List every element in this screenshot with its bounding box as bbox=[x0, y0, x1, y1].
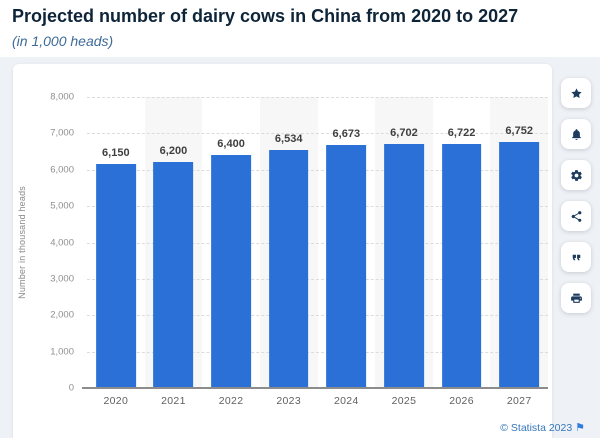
copyright-text: © Statista 2023 bbox=[500, 422, 573, 434]
bar-value-2020: 6,150 bbox=[102, 147, 130, 160]
gridline-3000 bbox=[87, 278, 548, 280]
bar-column-2022: 6,400 bbox=[202, 97, 260, 388]
gridline-5000 bbox=[87, 206, 548, 208]
x-tick-2020: 2020 bbox=[103, 395, 129, 407]
share-button[interactable] bbox=[561, 201, 591, 231]
notification-button[interactable] bbox=[561, 119, 591, 149]
gridline-8000 bbox=[87, 97, 548, 98]
y-tick-6000: 6,000 bbox=[50, 164, 74, 176]
bell-icon bbox=[571, 128, 581, 140]
bar-column-2027: 6,752 bbox=[490, 97, 548, 388]
bar-2021[interactable] bbox=[153, 162, 194, 388]
gridline-1000 bbox=[87, 351, 548, 353]
flag-icon: ⚑ bbox=[575, 422, 585, 434]
y-tick-7000: 7,000 bbox=[50, 127, 74, 139]
chart-title: Projected number of dairy cows in China … bbox=[12, 6, 519, 26]
x-axis-labels: 2020 2021 2022 2023 2024 2025 2026 2027 bbox=[87, 395, 548, 407]
plot-area: 6,150 6,200 6,400 6,534 6,673 6,702 6,722 6,752 bbox=[82, 97, 548, 389]
bar-2023[interactable] bbox=[268, 150, 309, 388]
bar-2027[interactable] bbox=[499, 142, 540, 388]
bar-column-2023: 6,534 bbox=[259, 97, 318, 388]
citation-button[interactable] bbox=[561, 242, 591, 272]
bar-value-2026: 6,722 bbox=[447, 126, 476, 139]
chart-card: Number in thousand heads 0 1,000 2,000 3,00… bbox=[13, 64, 552, 438]
bar-2025[interactable] bbox=[384, 144, 424, 388]
bar-2022[interactable] bbox=[211, 155, 251, 388]
printer-icon bbox=[570, 293, 582, 303]
action-sidebar bbox=[561, 78, 591, 313]
chart-header: Projected number of dairy cows in China … bbox=[0, 0, 600, 57]
bar-value-2021: 6,200 bbox=[159, 145, 188, 158]
y-tick-2000: 2,000 bbox=[50, 309, 74, 321]
y-tick-1000: 1,000 bbox=[50, 346, 74, 358]
bar-2020[interactable] bbox=[95, 164, 136, 388]
print-button[interactable] bbox=[561, 283, 591, 313]
x-tick-2023: 2023 bbox=[276, 395, 301, 407]
y-tick-3000: 3,000 bbox=[50, 273, 74, 285]
gridline-7000 bbox=[87, 133, 548, 135]
x-tick-2026: 2026 bbox=[449, 395, 474, 407]
gridline-6000 bbox=[87, 169, 548, 171]
x-tick-2021: 2021 bbox=[161, 395, 186, 407]
y-axis-ticks: 0 1,000 2,000 3,000 4,000 5,000 6,000 7,000 8,00… bbox=[13, 92, 74, 394]
bar-column-2025: 6,702 bbox=[375, 97, 433, 388]
bar-cells: 6,150 6,200 6,400 6,534 6,673 6,702 6,722 6,752 bbox=[87, 97, 548, 388]
settings-button[interactable] bbox=[561, 160, 591, 190]
bar-value-2023: 6,534 bbox=[274, 133, 303, 146]
share-icon bbox=[571, 210, 581, 222]
gear-icon bbox=[570, 169, 582, 181]
chart-content: Number in thousand heads 0 1,000 2,000 3,00… bbox=[0, 57, 600, 438]
x-axis-line bbox=[82, 387, 548, 389]
y-tick-5000: 5,000 bbox=[50, 200, 74, 212]
star-icon bbox=[570, 87, 582, 98]
y-tick-8000: 8,000 bbox=[50, 91, 74, 103]
y-tick-0: 0 bbox=[68, 382, 74, 394]
bar-2024[interactable] bbox=[326, 145, 367, 388]
gridline-4000 bbox=[87, 242, 548, 244]
chart-subtitle: (in 1,000 heads) bbox=[12, 32, 114, 49]
bar-value-2024: 6,673 bbox=[332, 128, 361, 141]
gridline-2000 bbox=[87, 315, 548, 317]
bar-column-2024: 6,673 bbox=[318, 97, 376, 388]
bar-value-2025: 6,702 bbox=[390, 127, 418, 140]
bar-value-2027: 6,752 bbox=[505, 125, 533, 138]
bar-column-2026: 6,722 bbox=[433, 97, 491, 388]
x-tick-2024: 2024 bbox=[334, 395, 359, 407]
bar-column-2020: 6,150 bbox=[87, 97, 145, 388]
statista-copyright-link[interactable]: © Statista 2023 ⚑ bbox=[500, 421, 585, 434]
x-tick-2025: 2025 bbox=[391, 395, 417, 407]
y-tick-4000: 4,000 bbox=[50, 237, 74, 248]
x-tick-2027: 2027 bbox=[506, 395, 532, 407]
favorite-button[interactable] bbox=[561, 78, 591, 108]
x-tick-2022: 2022 bbox=[218, 395, 244, 407]
quote-icon bbox=[572, 254, 580, 260]
bar-column-2021: 6,200 bbox=[144, 97, 203, 388]
bar-value-2022: 6,400 bbox=[217, 138, 245, 151]
bar-2026[interactable] bbox=[441, 143, 482, 388]
